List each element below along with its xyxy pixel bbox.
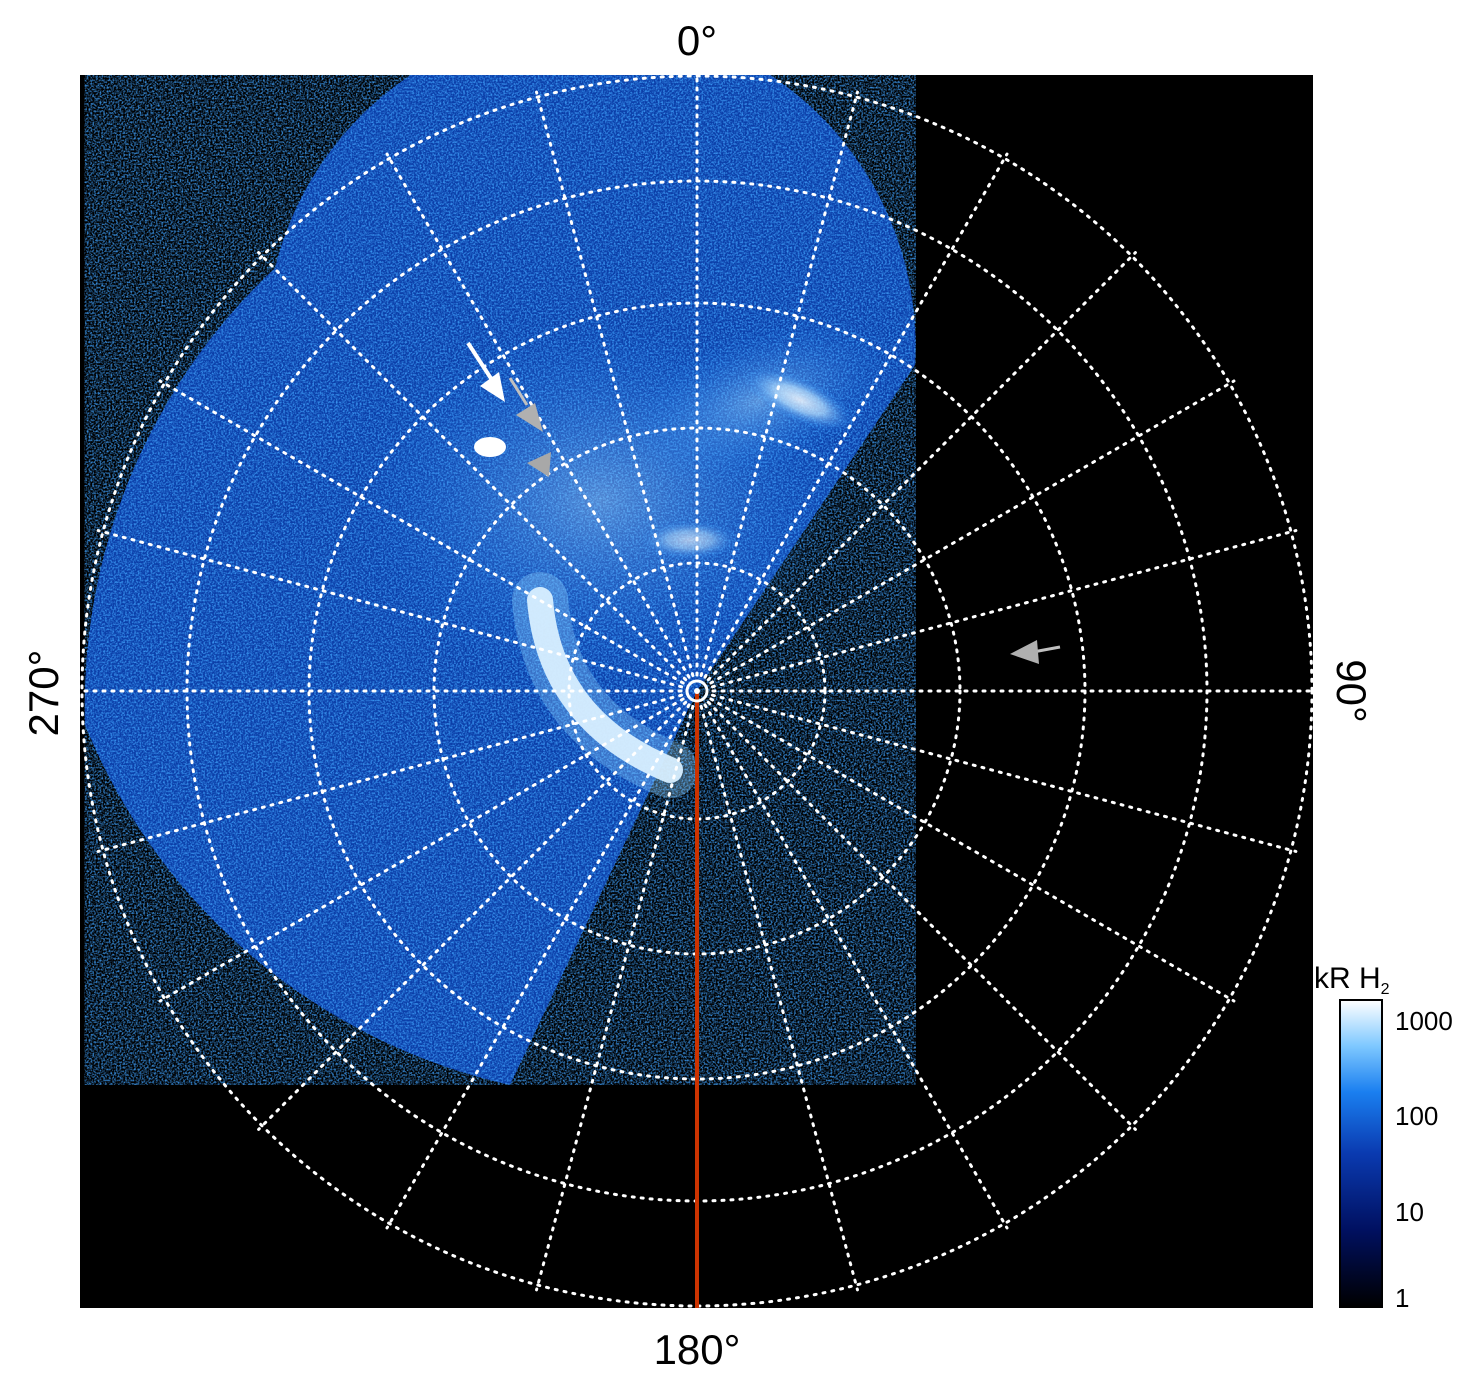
bright-spot — [474, 437, 506, 457]
grid-meridian-105 — [710, 693, 1298, 853]
grid-meridian-330 — [385, 152, 691, 679]
grid-meridian-315 — [257, 251, 688, 682]
pole-marker — [685, 679, 709, 703]
colorbar-tick-100: 100 — [1395, 1101, 1438, 1131]
pole-dot — [694, 688, 700, 694]
grid-meridian-240 — [158, 697, 685, 1003]
main-auroral-arc-halo — [512, 572, 698, 798]
grid-meridian-75 — [710, 529, 1298, 689]
main-auroral-arc — [527, 587, 683, 783]
grid-meridian-15 — [699, 90, 859, 678]
grid-meridian-60 — [709, 379, 1236, 685]
colorbar-title-sub: 2 — [1381, 981, 1390, 998]
grid-meridian-345 — [535, 90, 695, 678]
grid-meridian-285 — [96, 529, 684, 689]
colorbar-tick-10: 10 — [1395, 1197, 1424, 1227]
colorbar-title-main: kR H — [1314, 962, 1381, 995]
label-left: 270° — [20, 650, 67, 737]
label-bottom: 180° — [654, 1326, 741, 1373]
grid-meridian-195 — [535, 704, 695, 1292]
colorbar-tick-1000: 1000 — [1395, 1006, 1453, 1036]
colorbar: kR H2 1000 100 10 1 — [1314, 962, 1453, 1313]
grid-meridian-210 — [385, 703, 691, 1230]
arrow-gray-1 — [508, 377, 543, 432]
grid-meridian-225 — [257, 700, 688, 1131]
arrow-white — [466, 341, 505, 402]
label-right: 90° — [1328, 659, 1375, 723]
arrow-gray-2 — [527, 452, 551, 477]
colorbar-title: kR H2 — [1314, 962, 1390, 998]
grid-meridian-150 — [703, 703, 1009, 1230]
grid-meridian-30 — [703, 152, 1009, 679]
grid-meridian-135 — [706, 700, 1137, 1131]
label-top: 0° — [677, 17, 717, 64]
emission-region — [84, 75, 916, 1085]
arrow-gray-3 — [1010, 640, 1061, 664]
colorbar-gradient — [1339, 999, 1383, 1308]
grid-meridian-255 — [96, 693, 684, 853]
grid-meridian-300 — [158, 379, 685, 685]
grid-meridian-120 — [709, 697, 1236, 1003]
grid-meridian-165 — [699, 704, 859, 1292]
grid-meridian-45 — [706, 251, 1137, 682]
colorbar-tick-1: 1 — [1395, 1283, 1409, 1313]
